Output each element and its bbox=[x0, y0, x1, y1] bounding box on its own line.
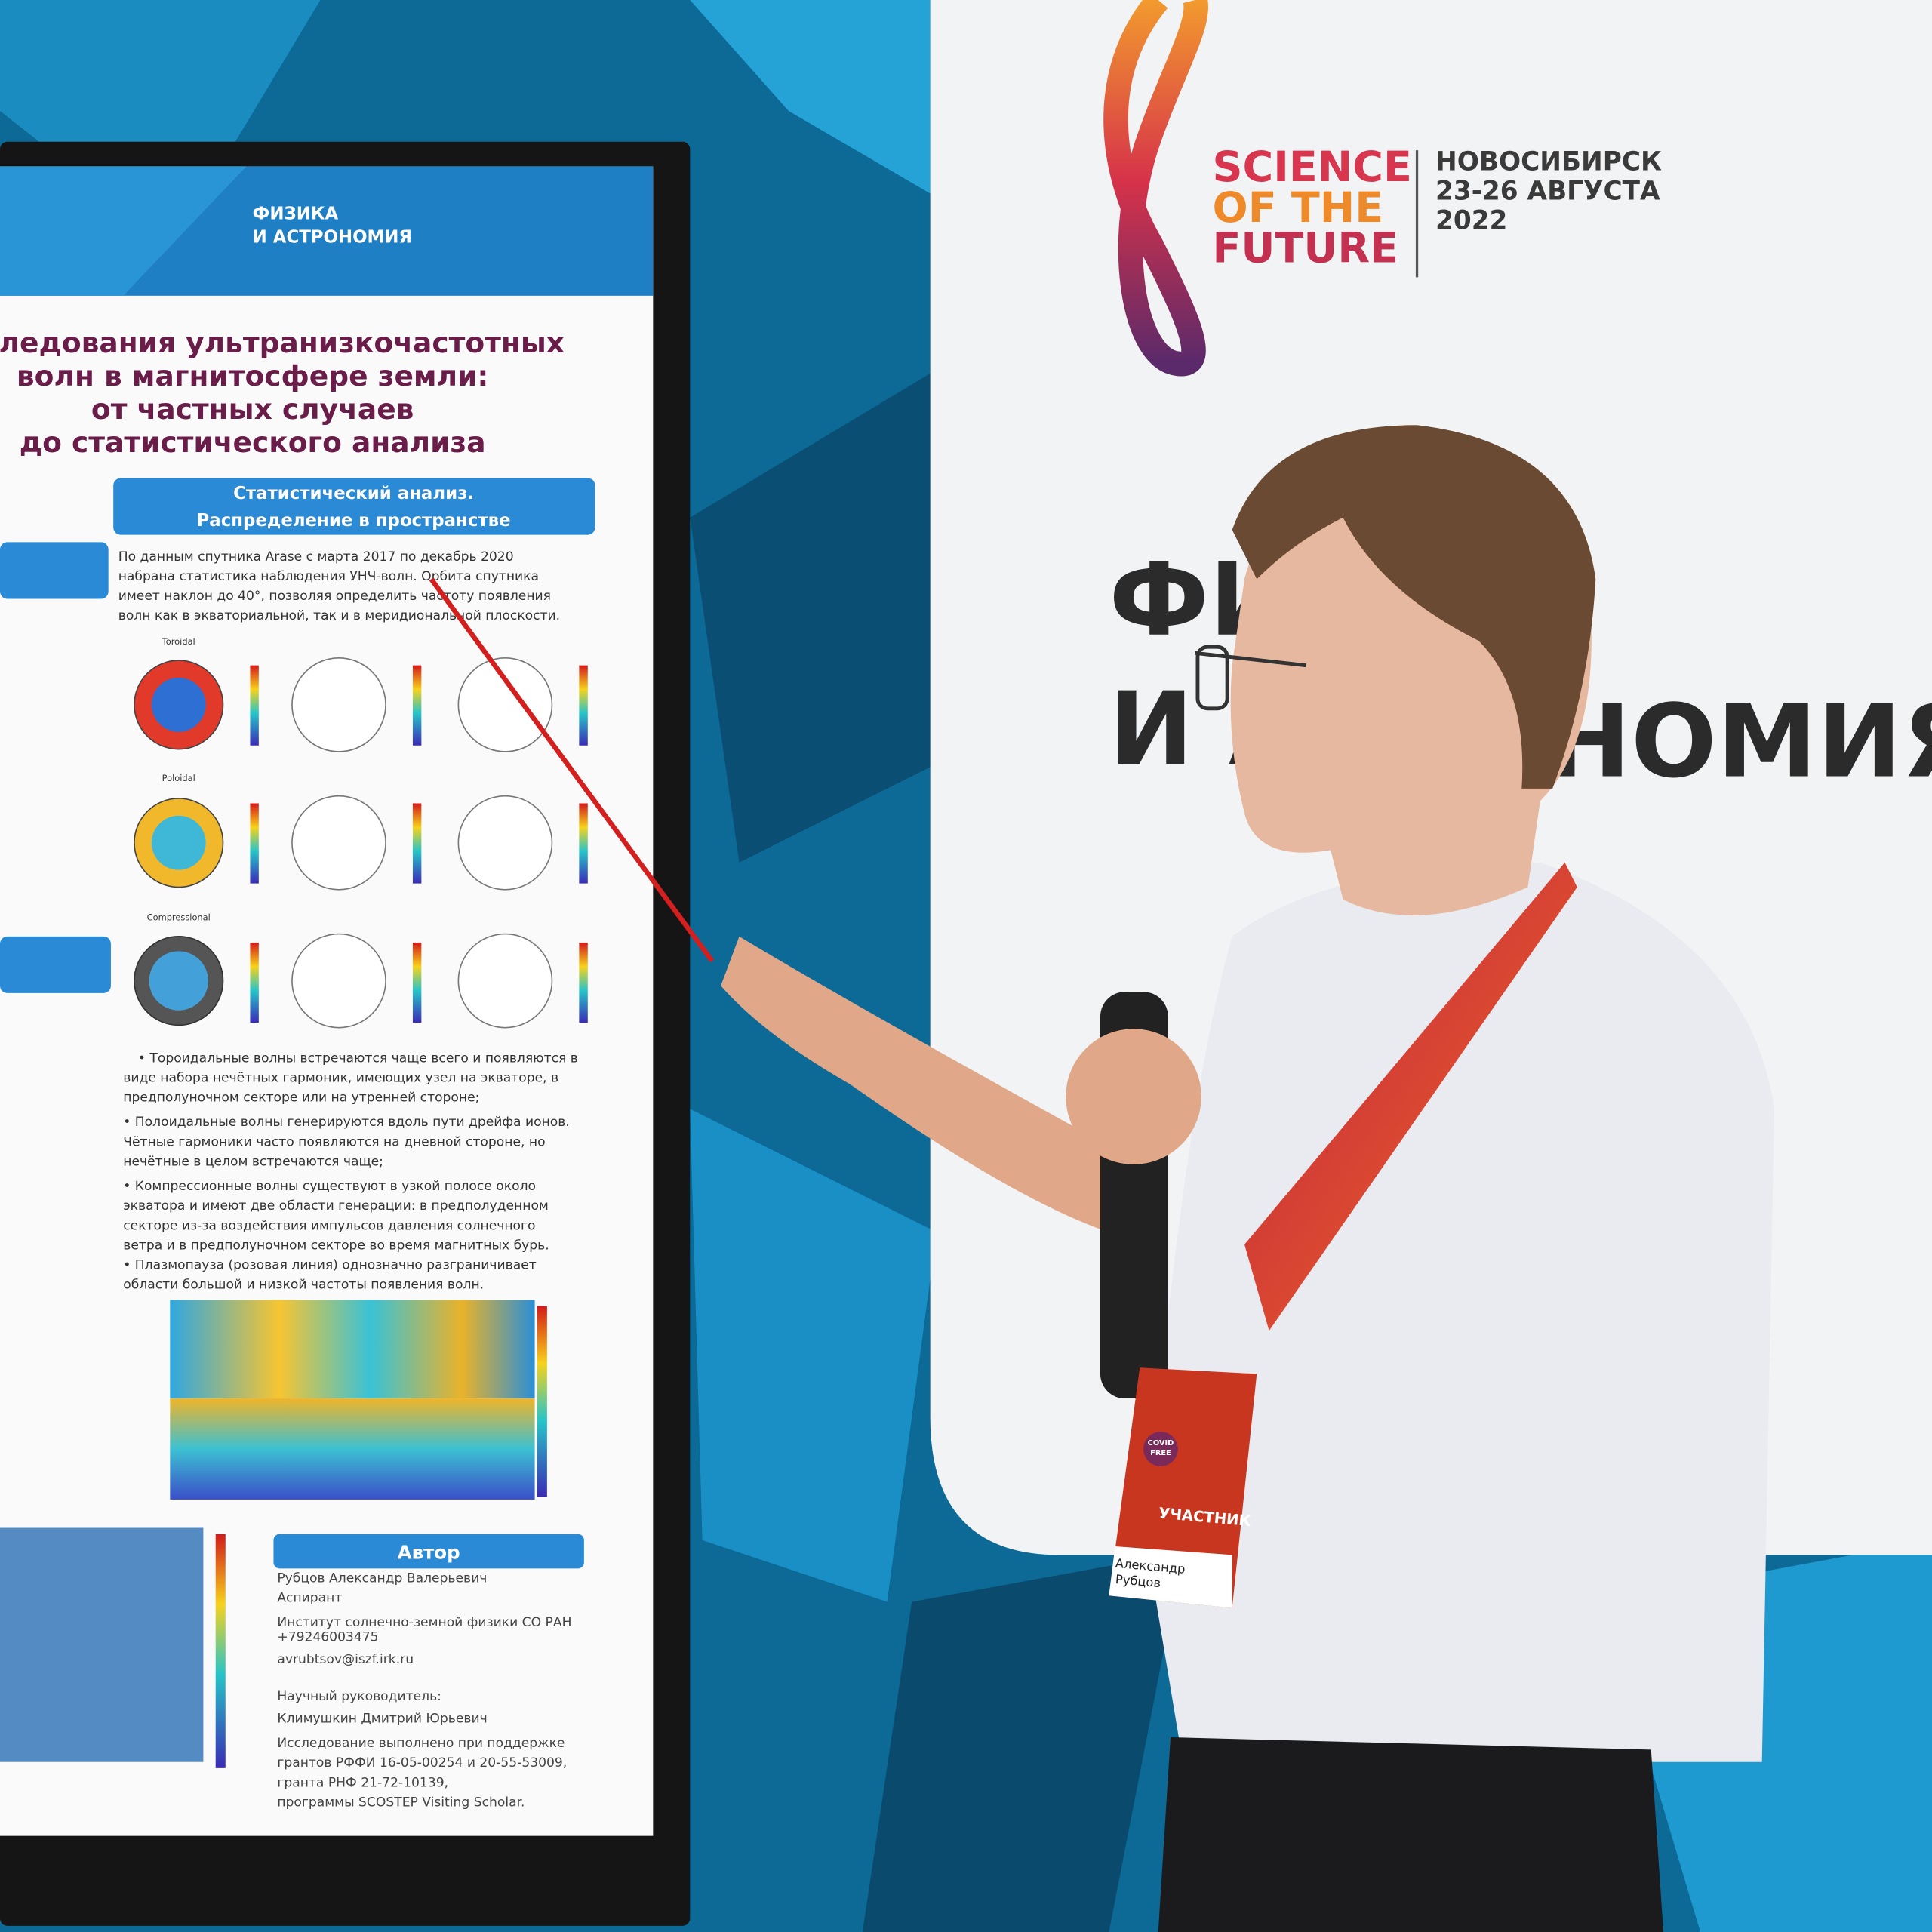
text-line: +79246003475 bbox=[277, 1630, 378, 1645]
spectrogram bbox=[0, 1527, 204, 1762]
backdrop-heading: НОМИЯ bbox=[1546, 683, 1932, 801]
text-line: • Плазмопауза (розовая линия) однозначно… bbox=[123, 1258, 537, 1273]
event-line: 2022 bbox=[1435, 206, 1507, 236]
poster-title: волн в магнитосфере земли: bbox=[17, 359, 489, 392]
poster-title: от частных случаев bbox=[91, 392, 414, 426]
badge-card bbox=[1109, 1546, 1232, 1608]
text-line: • Полоидальные волны генерируются вдоль … bbox=[123, 1115, 570, 1130]
colorbar bbox=[537, 1306, 547, 1497]
shape bbox=[690, 0, 937, 198]
text-line: области большой и низкой частоты появлен… bbox=[123, 1278, 484, 1293]
glasses bbox=[1195, 645, 1229, 711]
colorbar bbox=[412, 942, 422, 1023]
text-line: Аспирант bbox=[277, 1590, 342, 1605]
polar-plot bbox=[457, 657, 553, 752]
text-line: секторе из-за воздействия импульсов давл… bbox=[123, 1218, 535, 1233]
text-line: набрана статистика наблюдения УНЧ-волн. … bbox=[118, 569, 539, 584]
brand-line: OF THE bbox=[1213, 183, 1384, 232]
section-box bbox=[273, 1534, 584, 1569]
spectrogram bbox=[170, 1398, 535, 1500]
brand-line: FUTURE bbox=[1213, 224, 1399, 273]
event-line: 23-26 АВГУСТА bbox=[1435, 176, 1660, 206]
colorbar bbox=[579, 665, 588, 746]
text-line: гранта РНФ 21-72-10139, bbox=[277, 1775, 448, 1790]
polar-plot bbox=[457, 795, 553, 891]
text-line: виде набора нечётных гармоник, имеющих у… bbox=[123, 1070, 558, 1085]
text-line: нечётные в целом встречаются чаще; bbox=[123, 1154, 383, 1169]
polar-plot bbox=[151, 677, 206, 732]
intro: По данным спутника Arase с марта 2017 по… bbox=[118, 549, 560, 623]
brand-line: SCIENCE bbox=[1213, 143, 1412, 192]
text-line: программы SCOSTEP Visiting Scholar. bbox=[277, 1795, 525, 1810]
text-line: По данным спутника Arase с марта 2017 по… bbox=[118, 549, 514, 565]
poster-title: сследования ультранизкочастотных bbox=[0, 326, 565, 359]
text-line: Исследование выполнено при поддержке bbox=[277, 1736, 565, 1751]
text-line: имеет наклон до 40°, позволяя определить… bbox=[118, 589, 551, 604]
polar-plot bbox=[151, 815, 206, 870]
text-line: экватора и имеют две области генерации: … bbox=[123, 1198, 549, 1214]
text-line: Рубцов Александр Валерьевич bbox=[277, 1571, 487, 1586]
text-line: • Тороидальные волны встречаются чаще вс… bbox=[138, 1051, 578, 1066]
text-line: предполуночном секторе или на утренней с… bbox=[123, 1091, 479, 1106]
colorbar bbox=[412, 803, 422, 884]
spectrogram bbox=[170, 1300, 535, 1399]
colorbar bbox=[579, 942, 588, 1023]
polar-plot bbox=[457, 933, 553, 1029]
plot-label: Toroidal bbox=[162, 636, 195, 647]
colorbar bbox=[250, 803, 259, 884]
poster-section: ФИЗИКА bbox=[253, 205, 339, 224]
polar-plot bbox=[291, 933, 386, 1029]
text-line: • Компрессионные волны существуют в узко… bbox=[123, 1179, 536, 1194]
section-title: Автор bbox=[398, 1541, 460, 1563]
bullets: • Тороидальные волны встречаются чаще вс… bbox=[123, 1051, 578, 1292]
author-block: Рубцов Александр Валерьевич Аспирант Инс… bbox=[277, 1571, 571, 1810]
section-box bbox=[113, 478, 595, 535]
colorbar bbox=[579, 803, 588, 884]
shape bbox=[0, 166, 247, 296]
pointer bbox=[429, 577, 715, 963]
plot-grid: Toroidal Poloidal Compressional bbox=[134, 636, 588, 1029]
section-box bbox=[0, 542, 109, 599]
shape bbox=[690, 369, 937, 863]
shape bbox=[0, 0, 321, 247]
hand bbox=[1066, 1029, 1201, 1164]
poster-section: И АСТРОНОМИЯ bbox=[253, 228, 412, 248]
badge bbox=[1109, 1367, 1257, 1608]
lanyard bbox=[1244, 862, 1577, 1331]
text-line: Научный руководитель: bbox=[277, 1689, 441, 1704]
badge-text: FREE bbox=[1150, 1449, 1171, 1457]
text-line: Чётные гармоники часто появляются на дне… bbox=[123, 1134, 545, 1149]
text-line: Институт солнечно-земной физики СО РАН bbox=[277, 1615, 571, 1630]
text-line: avrubtsov@iszf.irk.ru bbox=[277, 1652, 414, 1667]
section-title: Распределение в пространстве bbox=[197, 511, 511, 531]
text-line: ветра и в предполуночном секторе во врем… bbox=[123, 1238, 549, 1254]
logo bbox=[1103, 0, 1208, 377]
text-line: волн как в экваториальной, так и в мерид… bbox=[118, 608, 560, 623]
polar-plot bbox=[149, 951, 208, 1011]
hair bbox=[1232, 425, 1596, 789]
text-line: грантов РФФИ 16-05-00254 и 20-55-53009, bbox=[277, 1755, 567, 1770]
colorbar bbox=[412, 665, 422, 746]
plot-label: Poloidal bbox=[162, 773, 195, 783]
section-box bbox=[0, 936, 111, 993]
trousers bbox=[1158, 1737, 1664, 1932]
section-title: Статистический анализ. bbox=[233, 484, 474, 503]
shape bbox=[862, 1552, 1183, 1932]
badge-text: COVID bbox=[1148, 1439, 1174, 1447]
colorbar bbox=[215, 1534, 226, 1768]
glasses bbox=[1195, 651, 1306, 668]
text-line: Климушкин Дмитрий Юрьевич bbox=[277, 1711, 487, 1726]
shape bbox=[690, 1109, 937, 1602]
polar-plot bbox=[291, 795, 386, 891]
shirt bbox=[1146, 862, 1775, 1762]
colorbar bbox=[250, 665, 259, 746]
colorbar bbox=[250, 942, 259, 1023]
badge-icon bbox=[1143, 1432, 1178, 1466]
arm bbox=[721, 936, 1158, 1244]
polar-plot bbox=[291, 657, 386, 752]
poster-title: до статистического анализа bbox=[20, 426, 486, 459]
plot-label: Compressional bbox=[147, 912, 211, 923]
event-line: НОВОСИБИРСК bbox=[1435, 146, 1662, 177]
